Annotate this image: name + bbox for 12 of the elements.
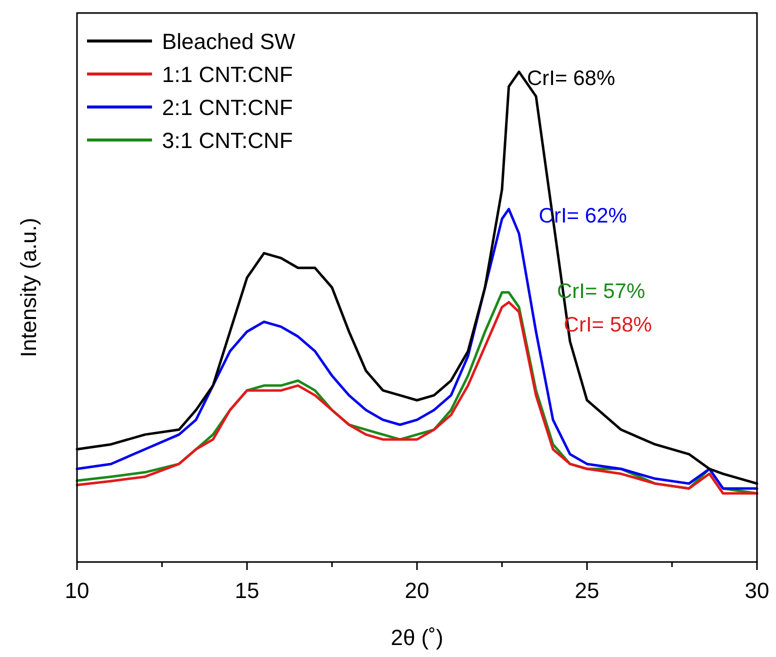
legend-label: 2:1 CNT:CNF xyxy=(162,95,293,120)
legend-label: Bleached SW xyxy=(162,29,296,54)
legend-label: 1:1 CNT:CNF xyxy=(162,62,293,87)
x-tick-label: 25 xyxy=(574,578,600,603)
legend-label: 3:1 CNT:CNF xyxy=(162,128,293,153)
x-tick-label: 15 xyxy=(234,578,260,603)
y-axis-title: Intensity (a.u.) xyxy=(16,218,41,358)
x-tick-label: 20 xyxy=(404,578,430,603)
x-tick-label: 30 xyxy=(744,578,770,603)
x-axis-title: 2θ (˚) xyxy=(390,625,444,650)
x-tick-label: 10 xyxy=(64,578,90,603)
annotation: CrI= 68% xyxy=(527,67,616,90)
